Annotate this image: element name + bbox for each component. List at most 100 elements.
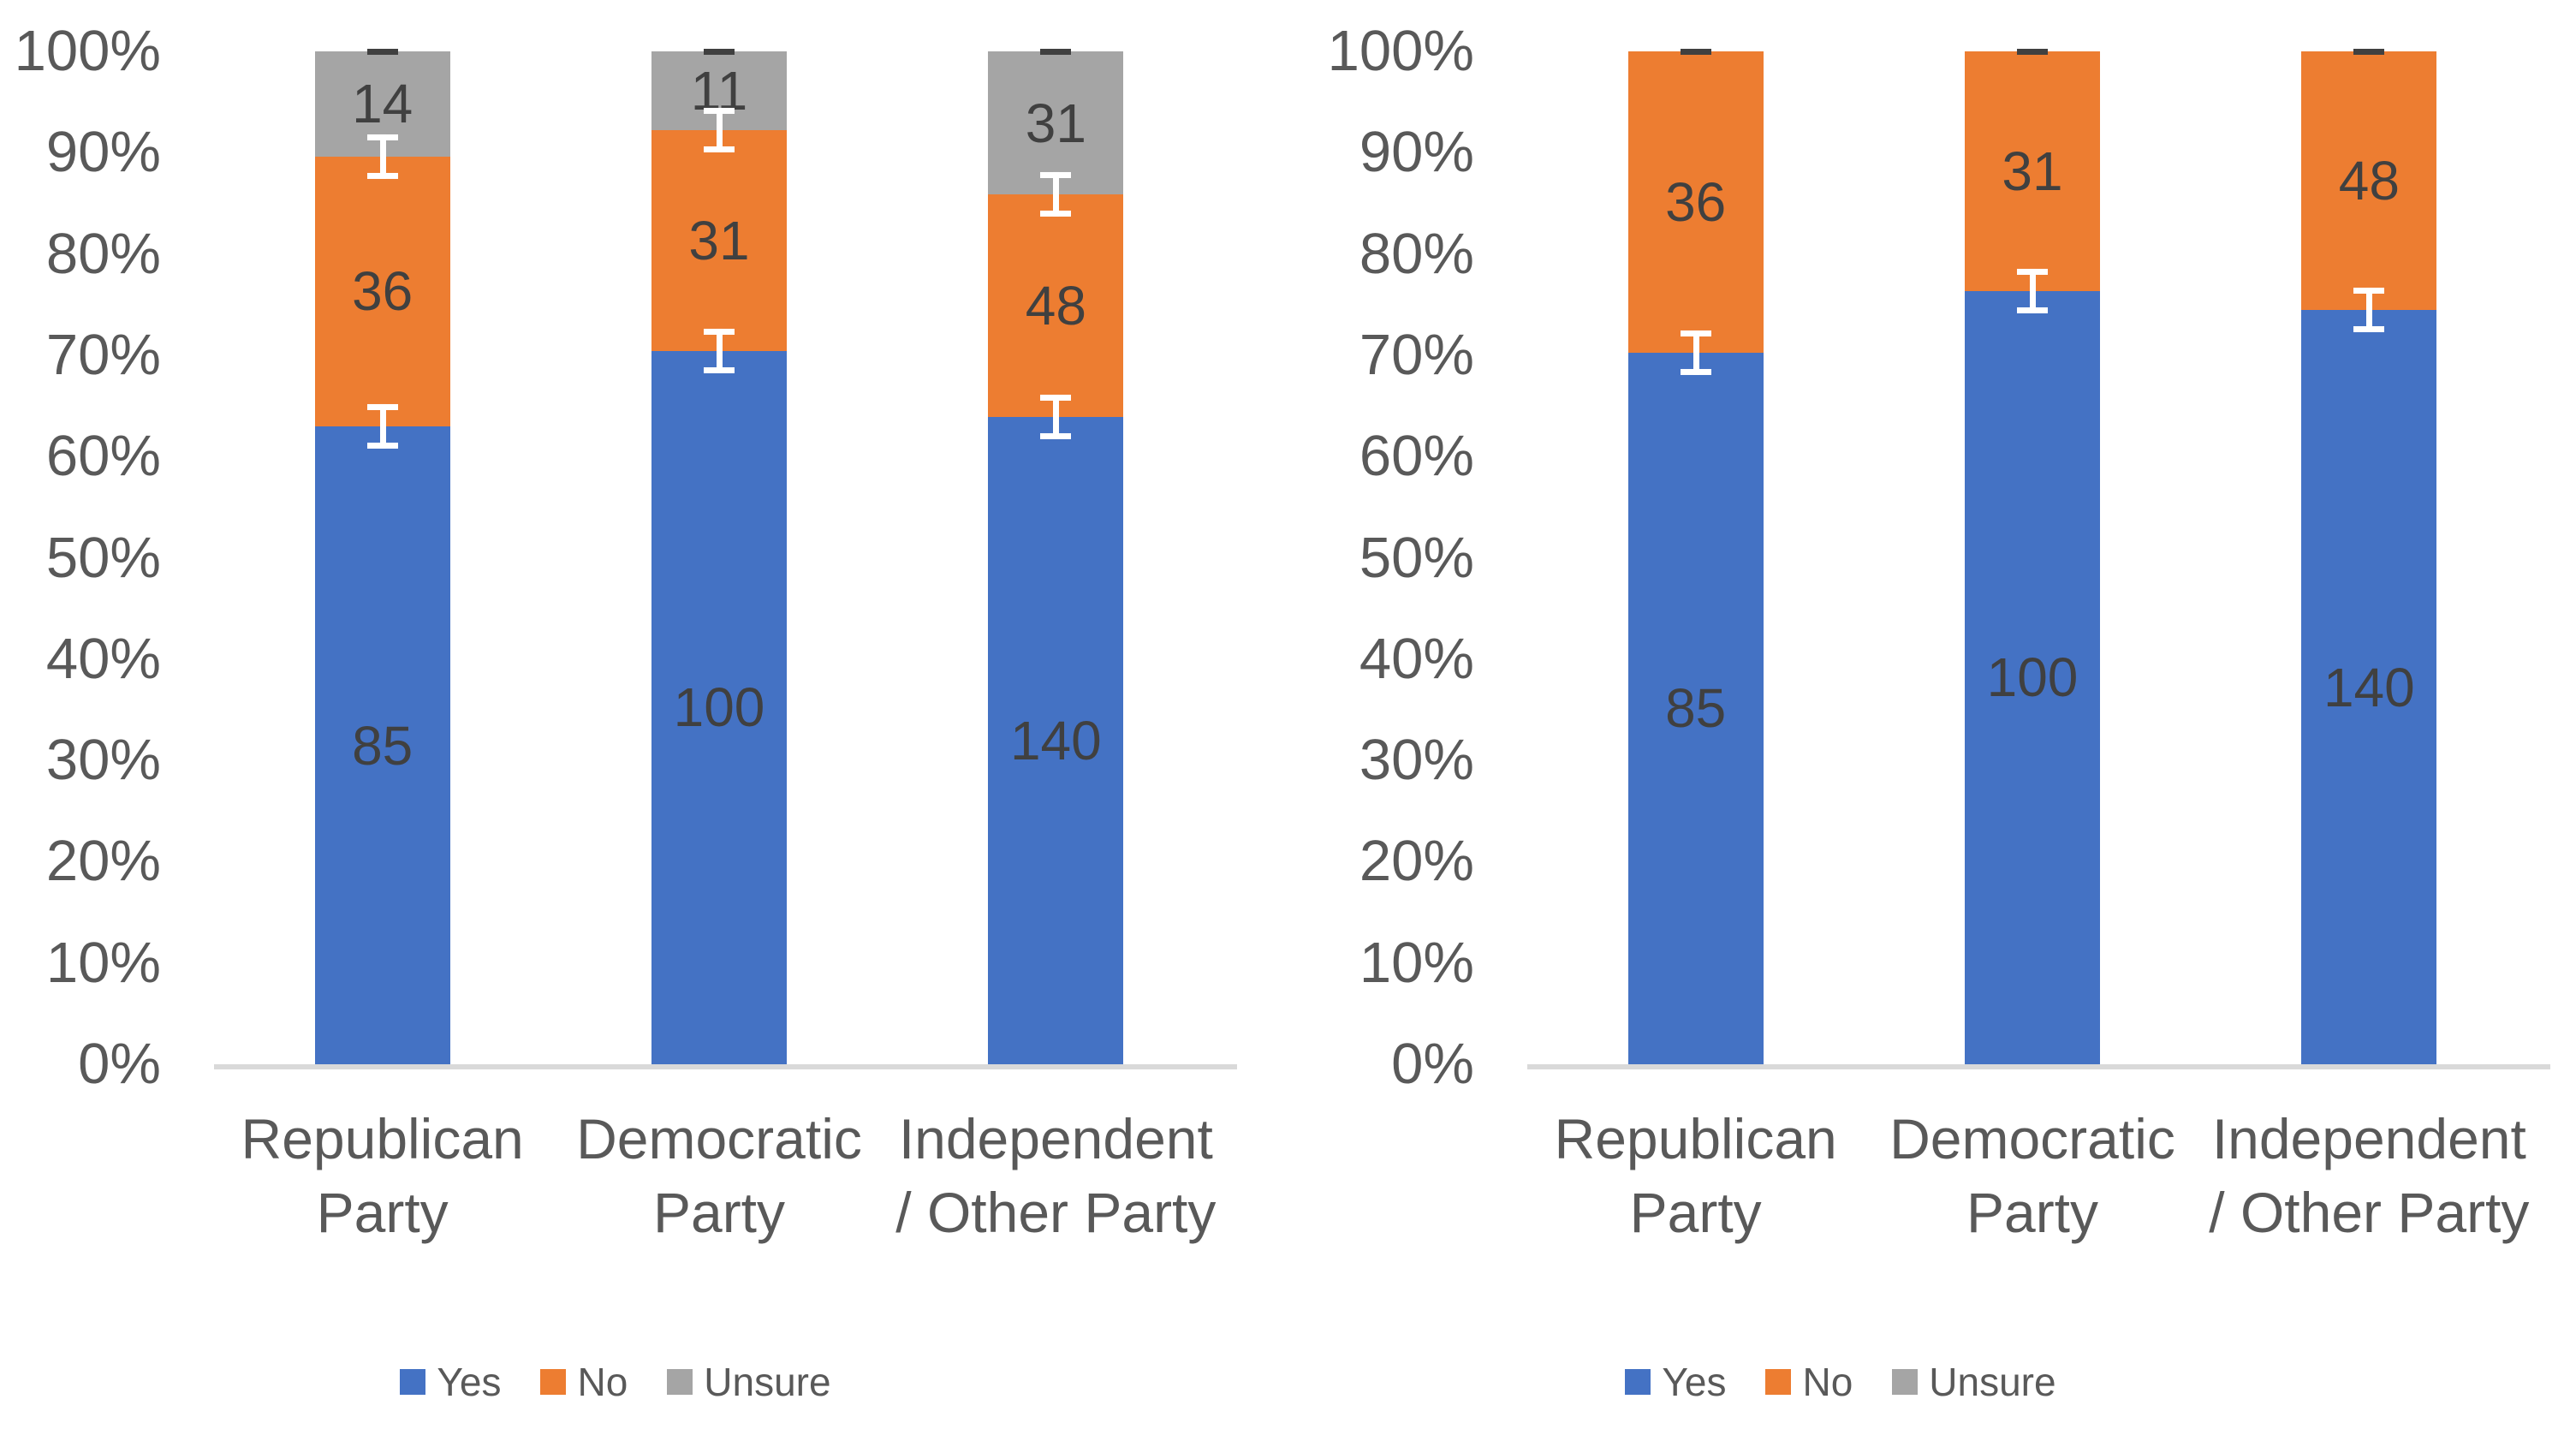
y-axis-tick-label: 40% — [1359, 626, 1474, 691]
legend-swatch-no — [1765, 1369, 1792, 1395]
data-label-yes: 140 — [2323, 656, 2415, 718]
error-bar-cap-bottom — [366, 172, 398, 179]
data-label-yes: 85 — [1665, 677, 1727, 740]
error-bar-stem — [2030, 268, 2036, 313]
y-axis-tick-label: 10% — [45, 930, 161, 995]
error-bar-cap-dark — [1680, 49, 1711, 55]
bar-segment-yes — [314, 426, 450, 1064]
y-axis-tick-label: 90% — [1359, 120, 1474, 185]
error-bar-cap-bottom — [1680, 368, 1711, 375]
data-label-yes: 100 — [673, 676, 765, 739]
bar-segment-no — [1627, 51, 1764, 353]
error-bar-stem — [379, 404, 386, 450]
category-label: Independent / Other Party — [2163, 1102, 2574, 1249]
legend: Yes No Unsure — [1327, 1360, 2354, 1404]
x-axis-line — [214, 1064, 1237, 1069]
bar-segment-yes — [2301, 310, 2437, 1064]
error-bar-cap-dark — [2353, 49, 2385, 55]
legend-item-unsure: Unsure — [1892, 1362, 2056, 1402]
data-label-unsure: 31 — [1025, 92, 1086, 154]
error-bar-cap-bottom — [1040, 211, 1072, 217]
data-label-yes: 100 — [1986, 646, 2079, 709]
bar-column: 140 48 — [2301, 49, 2437, 1064]
y-axis-tick-label: 30% — [1359, 728, 1474, 793]
legend-swatch-yes — [1625, 1369, 1651, 1395]
bar-segment-no — [988, 194, 1124, 417]
bar-column: 140 48 31 — [988, 49, 1124, 1064]
error-bar-cap-dark — [366, 49, 398, 55]
bar-column: 100 31 — [1965, 49, 2100, 1064]
bar-segment-no — [2301, 51, 2437, 311]
legend-label: No — [1802, 1360, 1853, 1404]
bar-segment-unsure — [988, 51, 1124, 195]
error-bar — [1040, 394, 1072, 439]
category-label-line1: Independent — [898, 1107, 1213, 1170]
data-label-no: 48 — [1025, 275, 1086, 337]
x-axis-line — [1527, 1064, 2550, 1069]
stacked-bar-chart-right: 0% 10% 20% 30% 40% 50% 60% 70% 80% 90% 100% 85 36 Rep… — [1327, 0, 2576, 1435]
stacked-bar-chart-left: 0% 10% 20% 30% 40% 50% 60% 70% 80% 90% 100% 85 36 14 R… — [0, 0, 1284, 1435]
y-axis-tick-label: 40% — [45, 626, 161, 691]
category-label-line2: Party — [316, 1181, 449, 1244]
data-label-yes: 85 — [352, 714, 413, 777]
category-label: Independent / Other Party — [850, 1102, 1261, 1249]
error-bar — [366, 404, 398, 450]
error-bar-stem — [1053, 172, 1060, 217]
legend-label: No — [577, 1360, 628, 1404]
category-label-line2: / Other Party — [895, 1181, 1217, 1244]
y-axis-tick-label: 0% — [78, 1032, 161, 1096]
category-label: Democratic Party — [514, 1102, 925, 1249]
data-label-no: 31 — [688, 209, 750, 271]
legend-swatch-no — [540, 1369, 567, 1395]
data-label-yes: 140 — [1009, 709, 1102, 771]
bar-segment-no — [314, 156, 450, 427]
bar-segment-yes — [1965, 290, 2100, 1064]
category-label-line2: Party — [652, 1181, 786, 1244]
error-bar-cap-bottom — [2353, 326, 2385, 333]
y-axis-tick-label: 100% — [1327, 19, 1474, 83]
legend-item-yes: Yes — [400, 1362, 501, 1402]
legend-item-unsure: Unsure — [667, 1360, 831, 1404]
error-bar-stem — [717, 107, 723, 152]
error-bar-cap-dark — [704, 49, 735, 55]
category-label-line1: Republican — [241, 1107, 524, 1170]
bar-segment-no — [651, 129, 787, 351]
bar-column: 100 31 11 — [651, 49, 787, 1064]
bar-segment-yes — [651, 350, 787, 1064]
legend-item-no: No — [1765, 1360, 1853, 1404]
error-bar-cap-bottom — [1040, 432, 1072, 439]
legend-label: Yes — [1662, 1360, 1727, 1404]
legend-swatch-unsure — [667, 1369, 693, 1395]
error-bar-stem — [2366, 287, 2373, 333]
category-label-line1: Independent — [2211, 1107, 2526, 1170]
y-axis-tick-label: 30% — [45, 728, 161, 793]
category-label: Republican Party — [177, 1102, 588, 1249]
legend-swatch-unsure — [1892, 1369, 1919, 1395]
error-bar-stem — [717, 328, 723, 373]
error-bar-cap-dark — [1040, 49, 1072, 55]
y-axis-tick-label: 50% — [1359, 525, 1474, 590]
category-label: Republican Party — [1490, 1102, 1901, 1249]
data-label-no: 36 — [1665, 170, 1727, 233]
category-label-line2: Party — [1629, 1181, 1762, 1244]
y-axis-tick-label: 80% — [1359, 221, 1474, 286]
error-bar — [2017, 268, 2048, 313]
legend-swatch-yes — [400, 1369, 426, 1395]
bar-segment-yes — [1627, 352, 1764, 1064]
category-label-line1: Democratic — [1889, 1107, 2175, 1170]
y-axis-tick-label: 10% — [1359, 930, 1474, 995]
error-bar — [2353, 287, 2385, 333]
error-bar-stem — [379, 134, 386, 179]
y-axis-tick-label: 90% — [45, 120, 161, 185]
y-axis-tick-label: 20% — [1359, 829, 1474, 894]
data-label-unsure: 14 — [352, 73, 413, 135]
category-label-line1: Republican — [1554, 1107, 1837, 1170]
data-label-no: 31 — [2002, 140, 2063, 202]
bar-column: 85 36 — [1627, 49, 1764, 1064]
bar-column: 85 36 14 — [314, 49, 450, 1064]
error-bar — [1680, 330, 1711, 375]
error-bar-stem — [1693, 330, 1699, 375]
y-axis-tick-label: 80% — [45, 221, 161, 286]
category-label-line2: Party — [1966, 1181, 2099, 1244]
legend-label: Unsure — [704, 1360, 831, 1404]
